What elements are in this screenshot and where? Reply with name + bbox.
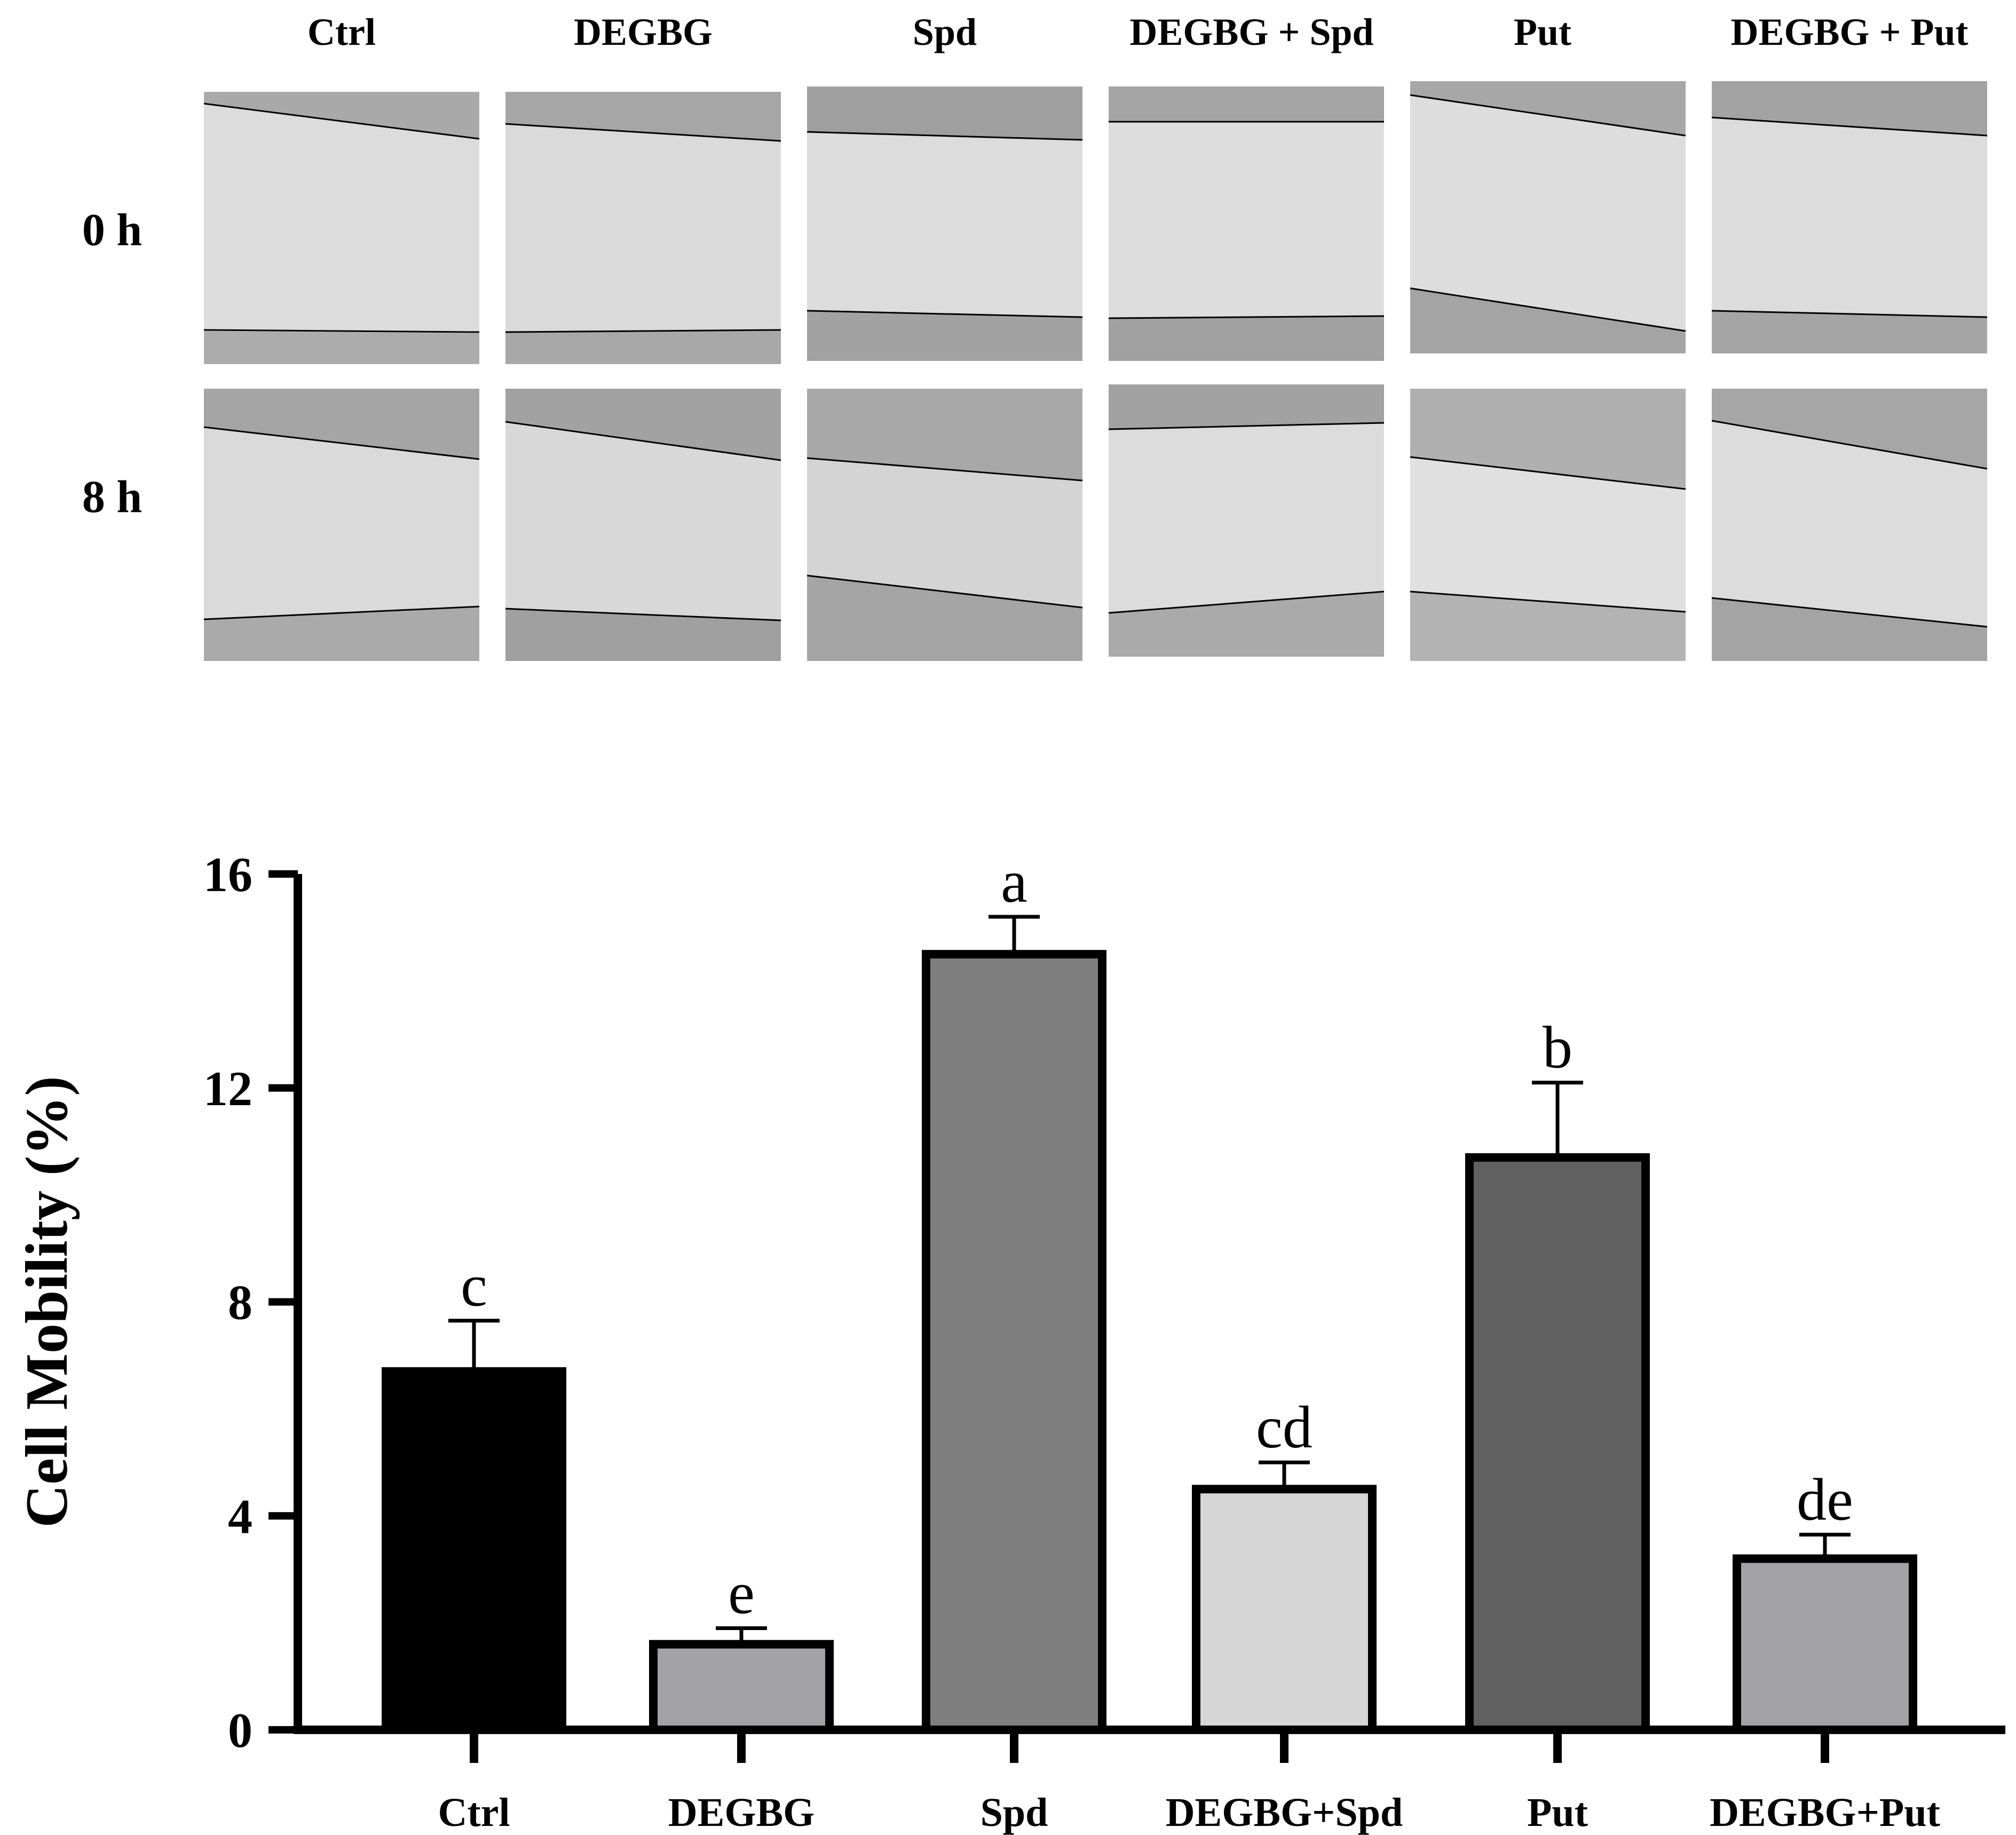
bar-degbg <box>649 1640 834 1734</box>
column-label-ctrl: Ctrl <box>307 11 376 53</box>
micrograph-degbg-spd-0h <box>1109 86 1384 361</box>
y-tick-label: 12 <box>203 1061 252 1116</box>
micrograph-spd-8h <box>807 389 1082 661</box>
micrograph-degbg-spd-8h <box>1109 384 1384 657</box>
significance-label: de <box>1797 1467 1853 1533</box>
y-axis-title: Cell Mobility (%) <box>14 1076 80 1527</box>
significance-label: a <box>1001 849 1027 915</box>
category-label: Spd <box>981 1790 1048 1835</box>
micrograph-ctrl-0h <box>204 92 479 364</box>
bar-ctrl <box>382 1367 566 1734</box>
bar-degbg-spd <box>1192 1485 1377 1734</box>
bar-put <box>1465 1153 1650 1734</box>
micrograph-degbg-put-8h <box>1712 389 1987 661</box>
micrograph-spd-0h <box>807 86 1082 361</box>
row-label-0h: 0 h <box>82 204 143 255</box>
column-label-degbg: DEGBG <box>573 11 713 53</box>
column-label-degbg-spd: DEGBG + Spd <box>1129 11 1374 53</box>
micrograph-put-0h <box>1410 81 1686 353</box>
category-label: DEGBG <box>668 1790 815 1835</box>
significance-label: e <box>728 1561 755 1627</box>
micrograph-degbg-8h <box>505 389 781 661</box>
y-tick-label: 16 <box>203 847 252 902</box>
category-label: DEGBG+Spd <box>1166 1790 1403 1835</box>
column-label-degbg-put: DEGBG + Put <box>1730 11 1968 53</box>
significance-label: c <box>461 1253 487 1319</box>
cell-mobility-bar-chart: c Ctrl e DEGBG a Spd cd DEGBG+Spd b Put de DEGBG+Pu… <box>14 847 2005 1835</box>
bar-degbg-put <box>1733 1554 1917 1735</box>
y-tick-label: 4 <box>228 1489 252 1543</box>
bar-spd <box>922 950 1106 1734</box>
y-tick-label: 8 <box>228 1275 252 1330</box>
micrograph-ctrl-8h <box>204 389 479 661</box>
significance-label: cd <box>1256 1395 1313 1461</box>
micrograph-degbg-0h <box>505 92 781 364</box>
significance-label: b <box>1543 1015 1572 1081</box>
column-label-spd: Spd <box>912 11 977 53</box>
micrograph-degbg-put-0h <box>1712 81 1987 353</box>
category-label: Ctrl <box>438 1790 510 1835</box>
column-label-put: Put <box>1514 11 1571 53</box>
category-label: DEGBG+Put <box>1710 1790 1940 1835</box>
micrograph-put-8h <box>1410 389 1686 661</box>
category-label: Put <box>1527 1790 1588 1835</box>
row-label-8h: 8 h <box>82 471 143 522</box>
y-tick-label: 0 <box>228 1703 252 1758</box>
